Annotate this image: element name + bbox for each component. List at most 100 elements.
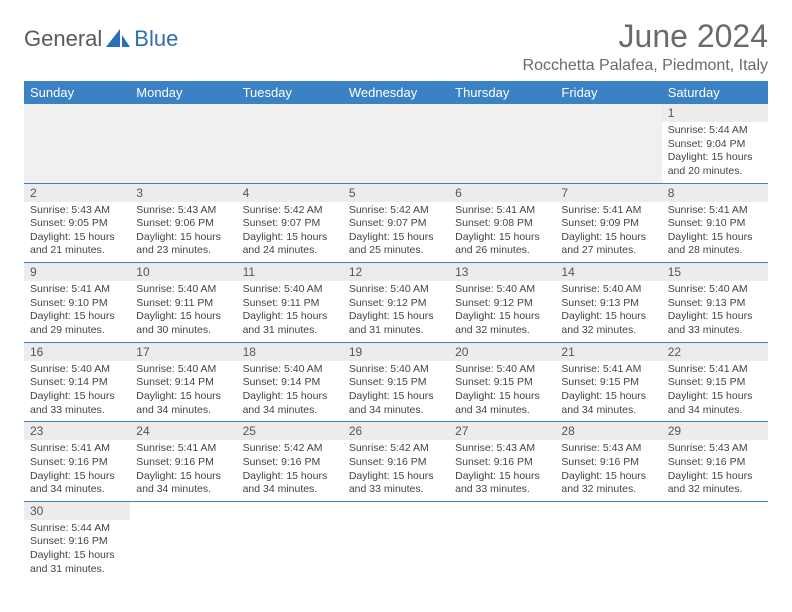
logo: General Blue [24, 26, 178, 52]
calendar-day: 8Sunrise: 5:41 AMSunset: 9:10 PMDaylight… [662, 183, 768, 263]
calendar-day: 27Sunrise: 5:43 AMSunset: 9:16 PMDayligh… [449, 422, 555, 502]
day-number: 4 [237, 184, 343, 202]
calendar-day: 12Sunrise: 5:40 AMSunset: 9:12 PMDayligh… [343, 263, 449, 343]
day-number: 20 [449, 343, 555, 361]
title-block: June 2024 Rocchetta Palafea, Piedmont, I… [523, 18, 768, 75]
calendar-row: 9Sunrise: 5:41 AMSunset: 9:10 PMDaylight… [24, 263, 768, 343]
weekday-header: Thursday [449, 81, 555, 104]
empty-day [662, 501, 768, 580]
location: Rocchetta Palafea, Piedmont, Italy [523, 57, 768, 75]
day-content: Sunrise: 5:42 AMSunset: 9:16 PMDaylight:… [343, 440, 449, 501]
empty-day [343, 104, 449, 183]
day-content: Sunrise: 5:40 AMSunset: 9:14 PMDaylight:… [130, 361, 236, 422]
day-number: 12 [343, 263, 449, 281]
day-number: 23 [24, 422, 130, 440]
calendar-day: 20Sunrise: 5:40 AMSunset: 9:15 PMDayligh… [449, 342, 555, 422]
day-content: Sunrise: 5:41 AMSunset: 9:16 PMDaylight:… [24, 440, 130, 501]
day-content: Sunrise: 5:40 AMSunset: 9:12 PMDaylight:… [449, 281, 555, 342]
calendar-row: 23Sunrise: 5:41 AMSunset: 9:16 PMDayligh… [24, 422, 768, 502]
day-content: Sunrise: 5:44 AMSunset: 9:16 PMDaylight:… [24, 520, 130, 581]
calendar-day: 28Sunrise: 5:43 AMSunset: 9:16 PMDayligh… [555, 422, 661, 502]
day-number: 5 [343, 184, 449, 202]
day-content: Sunrise: 5:42 AMSunset: 9:16 PMDaylight:… [237, 440, 343, 501]
calendar-day: 2Sunrise: 5:43 AMSunset: 9:05 PMDaylight… [24, 183, 130, 263]
day-number: 10 [130, 263, 236, 281]
calendar-day: 3Sunrise: 5:43 AMSunset: 9:06 PMDaylight… [130, 183, 236, 263]
calendar-day: 9Sunrise: 5:41 AMSunset: 9:10 PMDaylight… [24, 263, 130, 343]
day-number: 1 [662, 104, 768, 122]
empty-day [24, 104, 130, 183]
calendar-day: 22Sunrise: 5:41 AMSunset: 9:15 PMDayligh… [662, 342, 768, 422]
day-content: Sunrise: 5:43 AMSunset: 9:05 PMDaylight:… [24, 202, 130, 263]
day-content: Sunrise: 5:43 AMSunset: 9:16 PMDaylight:… [449, 440, 555, 501]
empty-day [237, 501, 343, 580]
logo-text-1: General [24, 26, 102, 52]
day-content: Sunrise: 5:41 AMSunset: 9:15 PMDaylight:… [555, 361, 661, 422]
day-content: Sunrise: 5:41 AMSunset: 9:09 PMDaylight:… [555, 202, 661, 263]
day-number: 21 [555, 343, 661, 361]
day-content: Sunrise: 5:43 AMSunset: 9:06 PMDaylight:… [130, 202, 236, 263]
calendar-table: SundayMondayTuesdayWednesdayThursdayFrid… [24, 81, 768, 580]
day-content: Sunrise: 5:40 AMSunset: 9:11 PMDaylight:… [130, 281, 236, 342]
day-content: Sunrise: 5:43 AMSunset: 9:16 PMDaylight:… [662, 440, 768, 501]
day-number: 24 [130, 422, 236, 440]
day-number: 9 [24, 263, 130, 281]
calendar-day: 24Sunrise: 5:41 AMSunset: 9:16 PMDayligh… [130, 422, 236, 502]
day-number: 18 [237, 343, 343, 361]
empty-day [555, 501, 661, 580]
day-number: 29 [662, 422, 768, 440]
calendar-day: 5Sunrise: 5:42 AMSunset: 9:07 PMDaylight… [343, 183, 449, 263]
calendar-day: 23Sunrise: 5:41 AMSunset: 9:16 PMDayligh… [24, 422, 130, 502]
month-title: June 2024 [523, 18, 768, 55]
empty-day [343, 501, 449, 580]
day-content: Sunrise: 5:40 AMSunset: 9:15 PMDaylight:… [449, 361, 555, 422]
calendar-day: 21Sunrise: 5:41 AMSunset: 9:15 PMDayligh… [555, 342, 661, 422]
day-number: 2 [24, 184, 130, 202]
calendar-day: 30Sunrise: 5:44 AMSunset: 9:16 PMDayligh… [24, 501, 130, 580]
calendar-row: 30Sunrise: 5:44 AMSunset: 9:16 PMDayligh… [24, 501, 768, 580]
calendar-day: 13Sunrise: 5:40 AMSunset: 9:12 PMDayligh… [449, 263, 555, 343]
weekday-header: Monday [130, 81, 236, 104]
day-number: 11 [237, 263, 343, 281]
day-number: 15 [662, 263, 768, 281]
day-content: Sunrise: 5:42 AMSunset: 9:07 PMDaylight:… [343, 202, 449, 263]
empty-day [237, 104, 343, 183]
day-number: 16 [24, 343, 130, 361]
day-content: Sunrise: 5:44 AMSunset: 9:04 PMDaylight:… [662, 122, 768, 183]
logo-text-2: Blue [134, 26, 178, 52]
empty-day [449, 501, 555, 580]
day-number: 17 [130, 343, 236, 361]
calendar-day: 18Sunrise: 5:40 AMSunset: 9:14 PMDayligh… [237, 342, 343, 422]
weekday-header: Saturday [662, 81, 768, 104]
calendar-day: 25Sunrise: 5:42 AMSunset: 9:16 PMDayligh… [237, 422, 343, 502]
day-number: 28 [555, 422, 661, 440]
empty-day [130, 104, 236, 183]
calendar-day: 1Sunrise: 5:44 AMSunset: 9:04 PMDaylight… [662, 104, 768, 183]
weekday-header: Wednesday [343, 81, 449, 104]
weekday-header: Sunday [24, 81, 130, 104]
day-number: 27 [449, 422, 555, 440]
weekday-header-row: SundayMondayTuesdayWednesdayThursdayFrid… [24, 81, 768, 104]
calendar-day: 29Sunrise: 5:43 AMSunset: 9:16 PMDayligh… [662, 422, 768, 502]
day-number: 7 [555, 184, 661, 202]
calendar-day: 17Sunrise: 5:40 AMSunset: 9:14 PMDayligh… [130, 342, 236, 422]
weekday-header: Friday [555, 81, 661, 104]
day-content: Sunrise: 5:41 AMSunset: 9:16 PMDaylight:… [130, 440, 236, 501]
day-number: 26 [343, 422, 449, 440]
calendar-day: 6Sunrise: 5:41 AMSunset: 9:08 PMDaylight… [449, 183, 555, 263]
day-content: Sunrise: 5:43 AMSunset: 9:16 PMDaylight:… [555, 440, 661, 501]
calendar-day: 16Sunrise: 5:40 AMSunset: 9:14 PMDayligh… [24, 342, 130, 422]
day-content: Sunrise: 5:42 AMSunset: 9:07 PMDaylight:… [237, 202, 343, 263]
weekday-header: Tuesday [237, 81, 343, 104]
day-content: Sunrise: 5:41 AMSunset: 9:10 PMDaylight:… [24, 281, 130, 342]
day-content: Sunrise: 5:40 AMSunset: 9:13 PMDaylight:… [555, 281, 661, 342]
calendar-day: 11Sunrise: 5:40 AMSunset: 9:11 PMDayligh… [237, 263, 343, 343]
day-content: Sunrise: 5:40 AMSunset: 9:14 PMDaylight:… [237, 361, 343, 422]
day-number: 25 [237, 422, 343, 440]
calendar-day: 10Sunrise: 5:40 AMSunset: 9:11 PMDayligh… [130, 263, 236, 343]
calendar-day: 15Sunrise: 5:40 AMSunset: 9:13 PMDayligh… [662, 263, 768, 343]
calendar-day: 26Sunrise: 5:42 AMSunset: 9:16 PMDayligh… [343, 422, 449, 502]
day-content: Sunrise: 5:41 AMSunset: 9:08 PMDaylight:… [449, 202, 555, 263]
calendar-row: 1Sunrise: 5:44 AMSunset: 9:04 PMDaylight… [24, 104, 768, 183]
calendar-day: 14Sunrise: 5:40 AMSunset: 9:13 PMDayligh… [555, 263, 661, 343]
